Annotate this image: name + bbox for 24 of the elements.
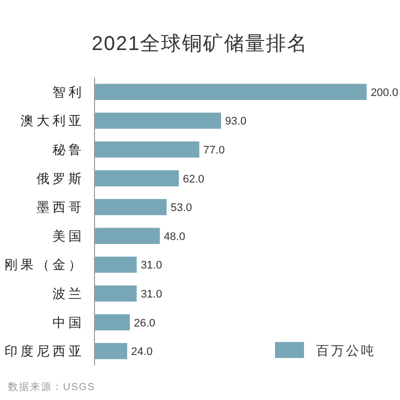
data-label: 31.0: [140, 288, 162, 300]
y-tick-label: 俄罗斯: [36, 170, 84, 186]
y-tick-label: 印度尼西亚: [4, 344, 84, 359]
data-label: 62.0: [182, 173, 204, 186]
y-tick-label: 秘鲁: [52, 142, 84, 157]
data-label: 200.0: [370, 86, 398, 99]
data-label: 24.0: [131, 346, 153, 358]
y-tick-label: 智利: [52, 84, 84, 100]
data-label: 26.0: [134, 317, 156, 330]
y-tick-label: 波兰: [52, 286, 84, 301]
title: 2021全球铜矿储量排名: [92, 33, 308, 55]
y-tick-label: 澳大利亚: [20, 113, 84, 128]
data-label: 93.0: [225, 116, 246, 128]
y-tick-label: 中国: [52, 314, 84, 330]
data-label: 31.0: [140, 260, 162, 272]
legend: 百万公吨: [275, 342, 376, 358]
data-label: 77.0: [203, 144, 225, 156]
y-tick-label: 美国: [52, 228, 84, 244]
y-tick-label: 刚果（金）: [4, 257, 84, 272]
data-label: 48.0: [164, 230, 186, 243]
legend-label: 百万公吨: [316, 343, 376, 358]
y-tick-label: 墨西哥: [36, 200, 84, 215]
data-label: 53.0: [170, 202, 192, 214]
source-note: 数据来源：USGS: [8, 381, 96, 393]
